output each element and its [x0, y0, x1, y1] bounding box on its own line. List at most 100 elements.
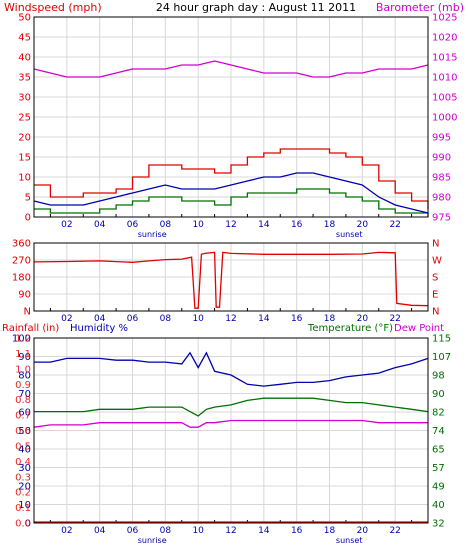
- compass-tick-label: W: [432, 256, 442, 267]
- rain-y-tick-label: 1.1: [15, 349, 31, 360]
- wind-y-tick-label: 40: [18, 53, 31, 64]
- baro-y-tick-label: 975: [432, 213, 451, 224]
- temp-y-tick-label: 32: [432, 519, 445, 530]
- humidity-y-tick-label: 100: [12, 334, 31, 345]
- wind-y-tick-label: 20: [18, 133, 31, 144]
- x-tick-label: 04: [94, 220, 106, 230]
- temp-y-tick-label: 115: [432, 334, 451, 345]
- baro-y-tick-label: 990: [432, 153, 451, 164]
- wind-y-tick-label: 45: [18, 33, 31, 44]
- temp-axis-label: Temperature (°F): [307, 323, 393, 334]
- x-tick-label: 18: [324, 220, 336, 230]
- direction-y-tick-label: N: [24, 307, 31, 318]
- x-tick-label: 06: [127, 314, 139, 324]
- temp-y-tick-label: 57: [432, 463, 445, 474]
- temperature-line: [34, 397, 429, 417]
- baro-y-tick-label: 1010: [432, 73, 457, 84]
- rain-y-tick-label: 0.9: [15, 380, 31, 391]
- temp-y-tick-label: 49: [432, 482, 445, 493]
- x-tick-label: 12: [225, 220, 236, 230]
- rain-axis-label: Rainfall (in): [2, 323, 59, 334]
- baro-y-tick-label: 1005: [432, 93, 457, 104]
- wind-y-tick-label: 0: [25, 213, 31, 224]
- rain-y-tick-label: 0.2: [15, 488, 31, 499]
- x-tick-label: 20: [357, 220, 369, 230]
- x-tick-label: 08: [160, 526, 172, 536]
- wind-y-tick-label: 35: [18, 73, 31, 84]
- x-tick-label: 22: [389, 526, 400, 536]
- humidity-y-tick-label: 60: [18, 408, 31, 419]
- x-tick-label: 16: [291, 314, 303, 324]
- x-tick-label: 18: [324, 526, 336, 536]
- rain-y-tick-label: 0.1: [15, 503, 31, 514]
- x-tick-label: 18: [324, 314, 336, 324]
- wind-y-tick-label: 10: [18, 173, 31, 184]
- humidity-y-tick-label: 10: [18, 500, 31, 511]
- x-tick-label: 20: [357, 314, 369, 324]
- dewpoint-axis-label: Dew Point: [394, 323, 444, 334]
- x-tick-label: 08: [160, 220, 172, 230]
- x-tick-label: 10: [192, 526, 204, 536]
- baro-y-tick-label: 1015: [432, 53, 457, 64]
- rain-y-tick-label: 0.3: [15, 472, 31, 483]
- compass-tick-label: N: [432, 239, 439, 250]
- plot-frame: [33, 16, 429, 218]
- x-tick-label: 04: [94, 314, 106, 324]
- baro-y-tick-label: 985: [432, 173, 451, 184]
- graph-title: 24 hour graph day : August 11 2011: [156, 1, 356, 14]
- temp-y-tick-label: 107: [432, 352, 451, 363]
- x-annotation: sunrise: [138, 536, 167, 545]
- humidity-y-tick-label: 0: [25, 519, 31, 530]
- x-annotation: sunset: [336, 536, 363, 545]
- x-tick-label: 02: [61, 314, 72, 324]
- wind-direction-line: [33, 251, 429, 309]
- rain-y-tick-label: 1.0: [15, 364, 31, 375]
- wind-y-tick-label: 15: [18, 153, 31, 164]
- wind-y-tick-label: 5: [25, 193, 31, 204]
- x-tick-label: 06: [127, 526, 139, 536]
- windspeed-line: [34, 148, 429, 209]
- x-tick-label: 04: [94, 526, 106, 536]
- baro-y-tick-label: 1000: [432, 113, 457, 124]
- x-tick-label: 22: [389, 314, 400, 324]
- wind-y-tick-label: 50: [18, 13, 31, 24]
- baro-y-tick-label: 1020: [432, 33, 457, 44]
- wind-axis-label: Windspeed (mph): [4, 1, 102, 14]
- rain-y-tick-label: 0.7: [15, 411, 31, 422]
- x-tick-label: 02: [61, 220, 72, 230]
- temp-y-tick-label: 90: [432, 389, 445, 400]
- temp-y-tick-label: 40: [432, 500, 445, 511]
- rain-y-tick-label: 0.0: [15, 519, 31, 530]
- wind-y-tick-label: 30: [18, 93, 31, 104]
- temp-y-tick-label: 98: [432, 371, 445, 382]
- wind-blue-line: [33, 172, 429, 214]
- rain-y-tick-label: 1.2: [15, 334, 31, 345]
- temp-y-tick-label: 82: [432, 408, 445, 419]
- x-tick-label: 22: [389, 220, 400, 230]
- humidity-y-tick-label: 30: [18, 463, 31, 474]
- x-tick-label: 14: [258, 220, 270, 230]
- baro-y-tick-label: 980: [432, 193, 451, 204]
- baro-y-tick-label: 995: [432, 133, 451, 144]
- humidity-y-tick-label: 50: [18, 426, 31, 437]
- x-tick-label: 16: [291, 526, 303, 536]
- x-tick-label: 06: [127, 220, 139, 230]
- humidity-y-tick-label: 70: [18, 389, 31, 400]
- compass-tick-label: N: [432, 307, 439, 318]
- barometer-line: [33, 60, 429, 78]
- direction-y-tick-label: 360: [12, 239, 31, 250]
- x-tick-label: 10: [192, 314, 204, 324]
- temp-y-tick-label: 65: [432, 445, 445, 456]
- plot-frame: [33, 337, 429, 524]
- x-tick-label: 12: [225, 526, 236, 536]
- humidity-y-tick-label: 80: [18, 371, 31, 382]
- x-tick-label: 12: [225, 314, 236, 324]
- rain-y-tick-label: 0.8: [15, 395, 31, 406]
- rain-y-tick-label: 0.5: [15, 441, 31, 452]
- humidity-line: [34, 351, 429, 387]
- rain-y-tick-label: 0.4: [15, 457, 31, 468]
- compass-tick-label: S: [432, 273, 438, 284]
- direction-y-tick-label: 90: [18, 290, 31, 301]
- x-annotation: sunrise: [138, 230, 167, 239]
